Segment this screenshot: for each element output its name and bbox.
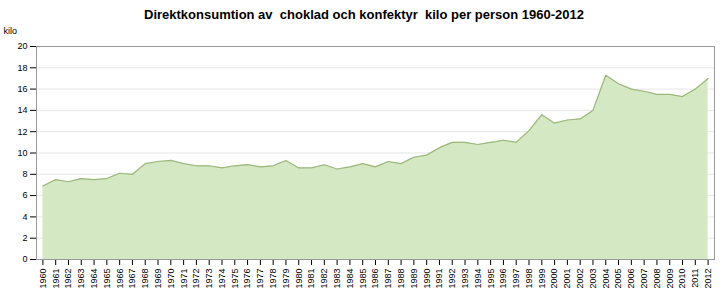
svg-text:1969: 1969	[153, 269, 163, 289]
svg-text:1972: 1972	[191, 269, 201, 289]
svg-text:1973: 1973	[204, 269, 214, 289]
svg-text:1965: 1965	[102, 269, 112, 289]
svg-text:1990: 1990	[422, 269, 432, 289]
svg-text:1997: 1997	[511, 269, 521, 289]
svg-text:1981: 1981	[306, 269, 316, 289]
svg-text:8: 8	[22, 169, 27, 179]
svg-text:1985: 1985	[358, 269, 368, 289]
svg-text:10: 10	[17, 148, 27, 158]
svg-text:1992: 1992	[447, 269, 457, 289]
svg-text:18: 18	[17, 63, 27, 73]
svg-text:1962: 1962	[63, 269, 73, 289]
svg-text:16: 16	[17, 84, 27, 94]
svg-text:2: 2	[22, 233, 27, 243]
svg-text:1983: 1983	[332, 269, 342, 289]
svg-text:1966: 1966	[115, 269, 125, 289]
svg-text:1975: 1975	[230, 269, 240, 289]
svg-text:2000: 2000	[549, 269, 559, 289]
svg-text:2002: 2002	[575, 269, 585, 289]
html-text:Direktkonsumtion av choklad oc: Direktkonsumtion av choklad och konfekty…	[144, 7, 584, 22]
svg-text:1988: 1988	[396, 269, 406, 289]
svg-text:1993: 1993	[460, 269, 470, 289]
svg-text:2006: 2006	[626, 269, 636, 289]
svg-text:2001: 2001	[562, 269, 572, 289]
svg-text:6: 6	[22, 190, 27, 200]
svg-text:2010: 2010	[677, 269, 687, 289]
svg-text:20: 20	[17, 41, 27, 51]
svg-text:2008: 2008	[652, 269, 662, 289]
svg-text:2011: 2011	[690, 269, 700, 288]
svg-text:2003: 2003	[588, 269, 598, 289]
svg-text:1984: 1984	[345, 269, 355, 289]
svg-text:1967: 1967	[127, 269, 137, 289]
svg-text:kilo: kilo	[4, 26, 18, 36]
svg-text:14: 14	[17, 105, 27, 115]
svg-text:2009: 2009	[665, 269, 675, 289]
svg-text:1994: 1994	[473, 269, 483, 289]
svg-text:2005: 2005	[613, 269, 623, 289]
svg-text:1978: 1978	[268, 269, 278, 289]
svg-text:1995: 1995	[486, 269, 496, 289]
svg-text:1989: 1989	[409, 269, 419, 289]
svg-text:1979: 1979	[281, 269, 291, 289]
svg-text:1963: 1963	[76, 269, 86, 289]
svg-text:1968: 1968	[140, 269, 150, 289]
svg-text:2007: 2007	[639, 269, 649, 289]
svg-text:1960: 1960	[38, 269, 48, 289]
svg-text:1982: 1982	[319, 269, 329, 289]
svg-text:1976: 1976	[242, 269, 252, 289]
svg-text:2004: 2004	[601, 269, 611, 289]
svg-text:1991: 1991	[434, 269, 444, 289]
svg-text:1980: 1980	[294, 269, 304, 289]
svg-text:1971: 1971	[178, 269, 188, 289]
svg-text:1998: 1998	[524, 269, 534, 289]
svg-text:1986: 1986	[370, 269, 380, 289]
svg-text:1974: 1974	[217, 269, 227, 289]
svg-text:1970: 1970	[166, 269, 176, 289]
svg-text:1964: 1964	[89, 269, 99, 289]
svg-text:1996: 1996	[498, 269, 508, 289]
svg-text:1999: 1999	[537, 269, 547, 289]
svg-text:2012: 2012	[703, 269, 713, 289]
svg-text:1977: 1977	[255, 269, 265, 289]
svg-text:12: 12	[17, 127, 27, 137]
svg-text:1961: 1961	[51, 269, 61, 289]
svg-text:0: 0	[22, 254, 27, 264]
svg-text:4: 4	[22, 212, 27, 222]
svg-text:1987: 1987	[383, 269, 393, 289]
